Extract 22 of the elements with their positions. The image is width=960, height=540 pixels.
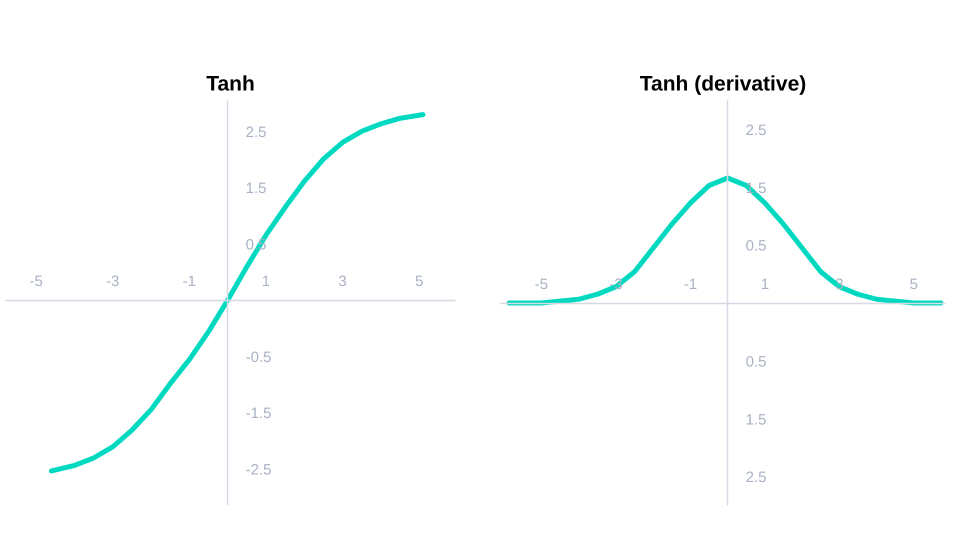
- x-tick-label: -5: [534, 276, 548, 293]
- x-tick-label: 1: [262, 273, 270, 290]
- annotation: -2.5: [246, 461, 272, 478]
- text: 1.5: [746, 411, 767, 428]
- x-tick-label: 1: [760, 276, 770, 293]
- text: 2.5: [746, 469, 767, 486]
- chart-title: Tanh: [206, 72, 255, 96]
- x-tick-label: -1: [684, 276, 698, 293]
- annotation: -1.5: [246, 405, 272, 422]
- text: 2.5: [746, 122, 767, 139]
- annotation: 2.5: [246, 124, 266, 141]
- x-tick-label: 3: [338, 273, 347, 290]
- x-tick-label: 5: [910, 276, 918, 293]
- x-tick-label: -3: [106, 273, 120, 290]
- x-tick-label: -5: [29, 273, 43, 290]
- x-tick-label: -1: [182, 273, 196, 290]
- text: 0.5: [746, 353, 767, 370]
- annotation: 0.5: [746, 238, 767, 255]
- annotation: -0.5: [246, 348, 272, 366]
- chart-title: Tanh (derivative): [640, 72, 806, 96]
- annotation: 1.5: [246, 180, 266, 198]
- x-tick-label: 5: [414, 273, 424, 290]
